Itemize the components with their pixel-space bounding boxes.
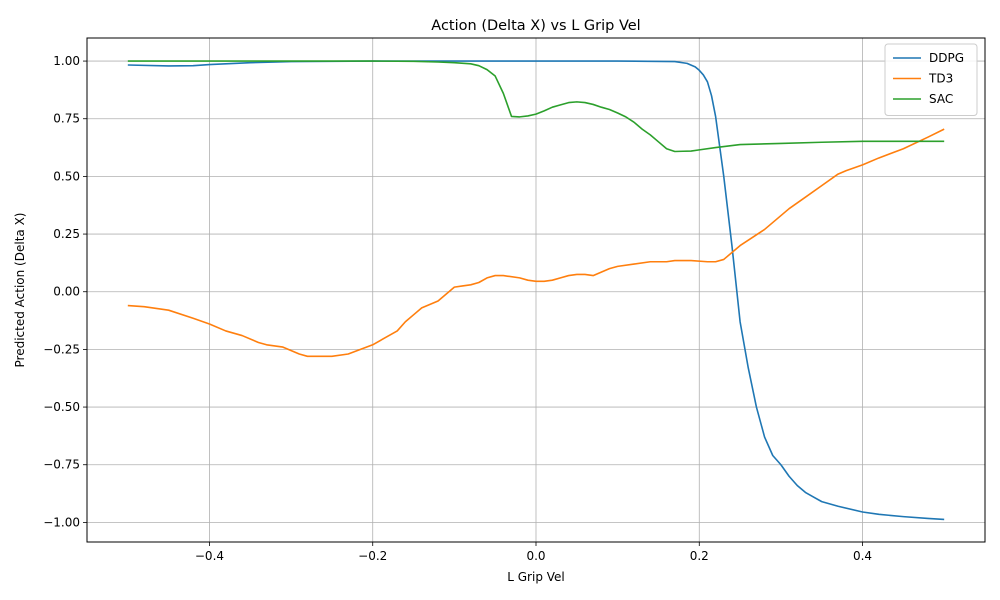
y-tick-label: −0.75 [43,458,80,472]
legend-box [884,43,978,116]
y-axis-label: Predicted Action (Delta X) [13,213,27,368]
series-line-sac [127,60,945,153]
legend-label-td3: TD3 [928,72,953,86]
legend-label-ddpg: DDPG [929,51,964,65]
y-tick-label: −0.25 [43,342,80,356]
x-tick-label: 0.0 [526,549,545,563]
series-line-td3 [127,128,945,358]
legend-label-sac: SAC [929,92,953,106]
y-tick-label: −1.00 [43,515,80,529]
y-tick-label: 0.00 [53,285,80,299]
y-tick-label: −0.50 [43,400,80,414]
series-lines [127,60,945,521]
x-tick-label: 0.2 [690,549,709,563]
y-tick-label: 0.50 [53,169,80,183]
x-tick-label: −0.2 [358,549,387,563]
y-tick-label: 1.00 [53,54,80,68]
x-tick-label: 0.4 [853,549,872,563]
chart-title: Action (Delta X) vs L Grip Vel [431,18,640,34]
x-axis-label: L Grip Vel [507,570,565,584]
y-tick-label: 0.75 [53,112,80,126]
x-axis-ticks: −0.4 −0.2 0.0 0.2 0.4 [195,542,872,563]
y-tick-label: 0.25 [53,227,80,241]
x-tick-label: −0.4 [195,549,224,563]
legend: DDPG TD3 SAC [884,43,978,116]
y-axis-ticks: −1.00 −0.75 −0.50 −0.25 0.00 0.25 0.50 0.75 1.00 [43,54,87,529]
